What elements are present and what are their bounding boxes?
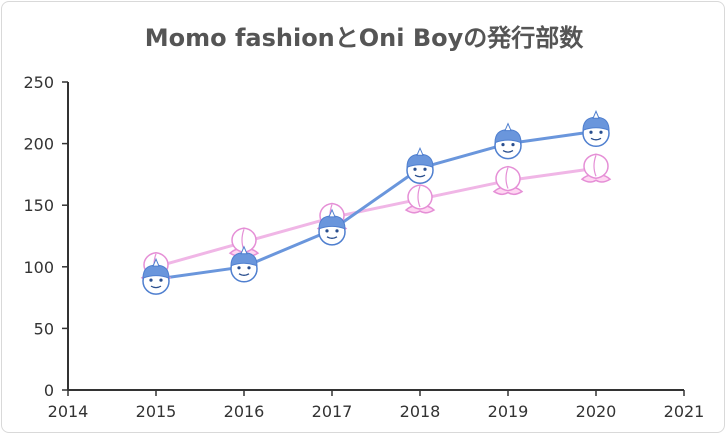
x-tick-label: 2015 [136,402,177,421]
data-point-oni-face-2016 [230,245,258,283]
x-tick-label: 2014 [48,402,89,421]
data-point-peach-2020 [580,153,612,183]
y-tick-label: 150 [23,196,54,215]
x-tick-label: 2019 [488,402,529,421]
y-tick-label: 100 [23,258,54,277]
data-point-oni-face-2020 [582,110,610,148]
x-tick-label: 2017 [312,402,353,421]
y-tick-label: 200 [23,135,54,154]
data-point-oni-face-2018 [406,146,434,184]
y-tick-label: 50 [34,319,54,338]
x-tick-label: 2020 [576,402,617,421]
data-point-oni-face-2019 [494,122,522,160]
x-tick-label: 2021 [664,402,705,421]
data-point-peach-2018 [404,184,436,214]
x-tick-label: 2016 [224,402,265,421]
y-tick-label: 250 [23,73,54,92]
series-line-oni-face [155,129,597,281]
chart-title: Momo fashionとOni Boyの発行部数 [144,24,584,52]
x-tick-label: 2018 [400,402,441,421]
y-tick-label: 0 [44,381,54,400]
series-line-peach [155,166,597,269]
data-point-oni-face-2015 [142,257,170,295]
data-point-oni-face-2017 [318,208,346,246]
data-point-peach-2019 [492,165,524,196]
